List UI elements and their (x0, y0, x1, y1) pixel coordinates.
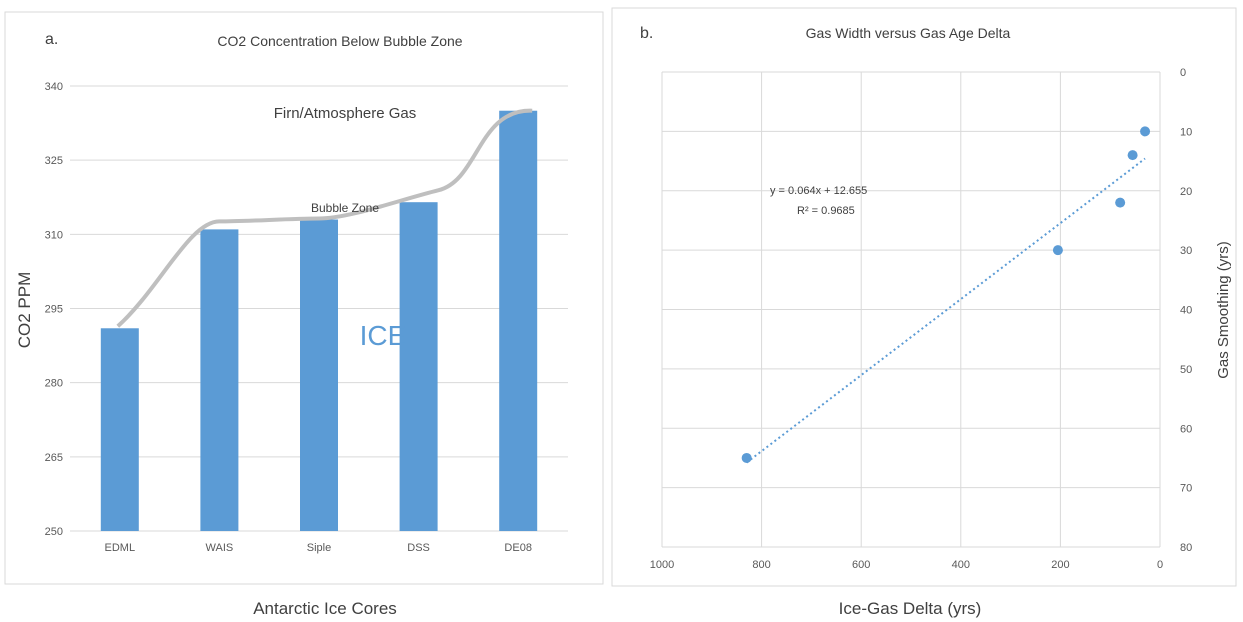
panel-a: a. CO2 Concentration Below Bubble Zone C… (4, 11, 604, 618)
scatter-point (1115, 197, 1126, 208)
panel-b-y-tick: 20 (1180, 186, 1192, 198)
panel-b-ylabel: Gas Smoothing (yrs) (1215, 241, 1232, 379)
panel-b-points (741, 126, 1151, 463)
panel-b-y-tick: 70 (1180, 483, 1192, 495)
panel-a-y-tick: 295 (45, 304, 63, 316)
firn-bubble-curve (116, 108, 533, 328)
scatter-point (741, 452, 752, 463)
bar-siple (300, 219, 338, 531)
panel-a-bars (100, 110, 538, 531)
panel-a-y-tick: 340 (45, 81, 63, 93)
panel-b-x-tick: 1000 (650, 559, 674, 571)
panel-b-frame (611, 7, 1237, 587)
panel-b-y-tick: 60 (1180, 423, 1192, 435)
panel-b-x-tick: 200 (1051, 559, 1069, 571)
panel-b-y-tick: 50 (1180, 364, 1192, 376)
trendline-equation: y = 0.064x + 12.655 (770, 185, 867, 197)
panel-a-x-tick: EDML (105, 542, 136, 554)
panel-b-xlabel: Ice-Gas Delta (yrs) (839, 599, 982, 618)
scatter-point (1140, 126, 1151, 137)
panel-a-y-tick: 310 (45, 229, 63, 241)
panel-a-xlabel: Antarctic Ice Cores (253, 599, 397, 618)
panel-b-y-tick: 80 (1180, 542, 1192, 554)
panel-a-x-tick: DSS (407, 542, 430, 554)
panel-a-x-tick: DE08 (504, 542, 532, 554)
bar-dss (399, 202, 438, 531)
bar-wais (200, 229, 239, 531)
panel-a-ylabel: CO2 PPM (15, 272, 34, 349)
panel-b-y-tick: 40 (1180, 305, 1192, 317)
scatter-point (1127, 150, 1138, 161)
panel-a-y-ticks: 250 265 280 295 310 325 340 (45, 81, 63, 538)
panel-a-y-tick: 280 (45, 378, 63, 390)
trendline (746, 157, 1146, 464)
panel-b-x-ticks: 1000 800 600 400 200 0 (650, 559, 1163, 571)
panel-a-y-tick: 325 (45, 155, 63, 167)
bar-de08 (499, 110, 538, 531)
panel-a-x-ticks: EDML WAIS Siple DSS DE08 (105, 542, 532, 554)
panel-b-y-tick: 30 (1180, 245, 1192, 257)
ice-label: ICE (360, 320, 407, 351)
panel-a-x-tick: Siple (307, 542, 331, 554)
panel-a-title: CO2 Concentration Below Bubble Zone (217, 33, 462, 49)
panel-a-y-tick: 265 (45, 452, 63, 464)
scatter-point (1052, 245, 1063, 256)
panel-b-gridlines (661, 71, 1161, 548)
bubble-zone-label: Bubble Zone (311, 201, 379, 215)
panel-b-x-tick: 0 (1157, 559, 1163, 571)
panel-b-x-tick: 800 (752, 559, 770, 571)
panel-b-title: Gas Width versus Gas Age Delta (806, 25, 1011, 41)
panel-a-x-tick: WAIS (206, 542, 234, 554)
panel-b-x-tick: 600 (852, 559, 870, 571)
panel-a-letter: a. (45, 31, 58, 48)
panel-b: b. Gas Width versus Gas Age Delta Gas Sm… (611, 7, 1237, 618)
panel-a-y-tick: 250 (45, 526, 63, 538)
panel-b-y-tick: 0 (1180, 67, 1186, 79)
trendline-r2: R² = 0.9685 (797, 205, 855, 217)
panel-b-y-ticks: 0 10 20 30 40 50 60 70 80 (1180, 67, 1192, 554)
panel-b-y-tick: 10 (1180, 126, 1192, 138)
bar-edml (100, 328, 139, 531)
panel-b-letter: b. (640, 25, 653, 42)
panel-b-x-tick: 400 (952, 559, 970, 571)
firn-atmosphere-label: Firn/Atmosphere Gas (274, 105, 417, 122)
